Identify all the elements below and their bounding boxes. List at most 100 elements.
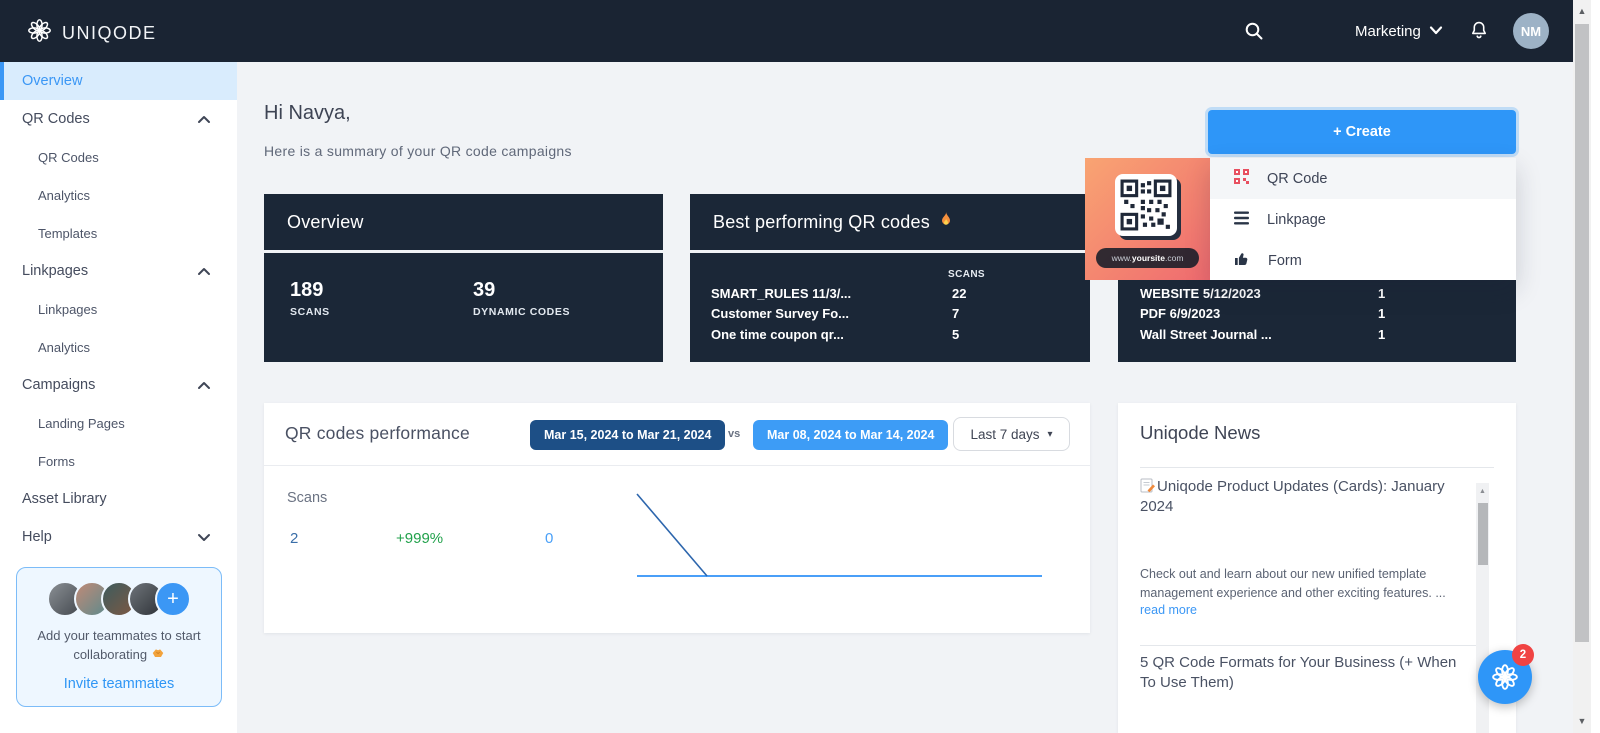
best-performing-card-header: Best performing QR codes — [690, 194, 1090, 250]
menu-item-label: Form — [1268, 252, 1302, 269]
read-more-link[interactable]: read more — [1140, 603, 1197, 617]
teammate-avatars: + — [17, 581, 221, 617]
workspace-name: Marketing — [1355, 22, 1421, 40]
uniqode-flower-icon — [1492, 664, 1518, 690]
chat-notification-badge: 2 — [1512, 644, 1534, 666]
form-icon — [1234, 251, 1250, 270]
sidebar-item-help[interactable]: Help — [0, 518, 237, 556]
sidebar-item-templates[interactable]: Templates — [0, 214, 237, 252]
sidebar-item-asset-library[interactable]: Asset Library — [0, 480, 237, 518]
chevron-up-icon — [197, 113, 211, 124]
sidebar-item-label: Forms — [38, 453, 75, 469]
sidebar-item-qr-analytics[interactable]: Analytics — [0, 176, 237, 214]
news-article-headline[interactable]: 5 QR Code Formats for Your Business (+ W… — [1140, 654, 1457, 691]
current-total: 2 — [290, 530, 299, 547]
range-selector-dropdown[interactable]: Last 7 days ▾ — [953, 417, 1070, 451]
performance-title: QR codes performance — [285, 423, 470, 443]
user-avatar[interactable]: NM — [1513, 13, 1549, 49]
metric-label: Scans — [287, 490, 328, 506]
news-article-excerpt: Check out and learn about our new unifie… — [1140, 567, 1446, 600]
qr-row-scans: 22 — [952, 286, 967, 301]
news-scrollbar-thumb[interactable] — [1477, 503, 1488, 565]
page-greeting: Hi Navya, — [264, 102, 351, 124]
change-percent: +999% — [396, 530, 444, 547]
create-button[interactable]: + Create — [1208, 110, 1516, 154]
qr-row-name: WEBSITE 5/12/2023 — [1140, 286, 1261, 301]
news-title: Uniqode News — [1140, 422, 1261, 443]
divider — [1140, 645, 1480, 646]
compare-date-range-pill[interactable]: Mar 08, 2024 to Mar 14, 2024 — [753, 420, 949, 450]
sidebar-item-label: QR Codes — [22, 111, 90, 127]
scroll-up-icon[interactable]: ▲ — [1479, 488, 1486, 495]
add-teammate-icon: + — [155, 581, 191, 617]
qr-preview-caption: www. yoursite .com — [1096, 248, 1199, 268]
sidebar-item-campaigns-group[interactable]: Campaigns — [0, 366, 237, 404]
qr-row-scans: 1 — [1378, 286, 1386, 301]
overview-card-body: 189 SCANS 39 DYNAMIC CODES — [264, 253, 663, 362]
sidebar-item-label: Linkpages — [38, 301, 98, 317]
create-dropdown-menu: QR Code Linkpage Form — [1210, 158, 1516, 280]
scroll-down-icon[interactable]: ▼ — [1577, 716, 1587, 726]
chevron-down-icon: ▾ — [1047, 428, 1053, 440]
sidebar-item-overview[interactable]: Overview — [0, 62, 237, 100]
bell-icon[interactable] — [1467, 19, 1491, 43]
sidebar-item-label: Templates — [38, 225, 98, 241]
page-scrollbar[interactable]: ▲ ▼ — [1573, 0, 1591, 733]
search-icon[interactable] — [1243, 20, 1265, 42]
chevron-up-icon — [197, 379, 211, 390]
menu-item-form[interactable]: Form — [1210, 240, 1516, 281]
sidebar-item-label: Campaigns — [22, 377, 96, 393]
sidebar-item-label: Analytics — [38, 339, 91, 355]
invite-message: Add your teammates to start collaboratin… — [37, 628, 201, 662]
scans-line-chart — [636, 493, 1042, 577]
brand-name: UNIQODE — [62, 22, 157, 43]
sidebar-item-linkpage-analytics[interactable]: Analytics — [0, 328, 237, 366]
sidebar-item-linkpages[interactable]: Linkpages — [0, 290, 237, 328]
dynamic-codes-stat: 39 DYNAMIC CODES — [473, 279, 570, 318]
sidebar-item-qr-codes[interactable]: QR Codes — [0, 138, 237, 176]
performance-body: Scans 2 +999% 0 — [264, 466, 1090, 632]
performance-header: QR codes performance Mar 15, 2024 to Mar… — [264, 403, 1090, 466]
qr-row-name: PDF 6/9/2023 — [1140, 306, 1221, 321]
previous-total: 0 — [545, 530, 554, 547]
sidebar-item-linkpages-group[interactable]: Linkpages — [0, 252, 237, 290]
qr-performance-panel: QR codes performance Mar 15, 2024 to Mar… — [264, 403, 1090, 633]
scans-stat: 189 SCANS — [290, 279, 330, 318]
qr-row-name: Wall Street Journal ... — [1140, 327, 1272, 342]
primary-date-range-pill[interactable]: Mar 15, 2024 to Mar 21, 2024 — [530, 420, 726, 450]
page-scrollbar-thumb[interactable] — [1575, 24, 1589, 642]
sidebar: Overview QR Codes QR Codes Analytics Tem… — [0, 62, 237, 733]
sidebar-item-qr-codes-group[interactable]: QR Codes — [0, 100, 237, 138]
sidebar-item-label: Overview — [22, 73, 83, 89]
news-article-headline[interactable]: Uniqode Product Updates (Cards): January… — [1140, 478, 1445, 515]
chevron-up-icon — [197, 265, 211, 276]
workspace-switcher[interactable]: Marketing — [1355, 0, 1443, 62]
qr-code-preview-image: www. yoursite .com — [1085, 158, 1210, 280]
sidebar-item-label: Help — [22, 529, 52, 545]
menu-item-label: QR Code — [1267, 170, 1328, 187]
sidebar-item-label: QR Codes — [38, 149, 99, 165]
vs-label: vs — [728, 428, 741, 440]
menu-item-linkpage[interactable]: Linkpage — [1210, 199, 1516, 240]
flame-icon — [938, 211, 954, 234]
menu-item-qr-code[interactable]: QR Code — [1210, 158, 1516, 199]
dynamic-codes-value: 39 — [473, 279, 496, 301]
linkpage-icon — [1234, 211, 1249, 229]
page-greeting-subtitle: Here is a summary of your QR code campai… — [264, 143, 572, 159]
handshake-icon — [151, 647, 165, 662]
sidebar-item-forms[interactable]: Forms — [0, 442, 237, 480]
qr-row-scans: 1 — [1378, 306, 1386, 321]
scroll-up-icon[interactable]: ▲ — [1577, 6, 1587, 16]
uniqode-news-panel: Uniqode News Uniqode Product Updates (Ca… — [1118, 403, 1516, 733]
qr-row-scans: 1 — [1378, 327, 1386, 342]
brand-logo[interactable]: UNIQODE — [26, 17, 157, 49]
sidebar-item-label: Linkpages — [22, 263, 89, 279]
divider — [1140, 467, 1494, 468]
sidebar-item-label: Landing Pages — [38, 415, 125, 431]
sidebar-item-label: Asset Library — [22, 491, 107, 507]
chevron-down-icon — [197, 531, 211, 542]
overview-card-title: Overview — [287, 211, 364, 232]
invite-teammates-button[interactable]: Invite teammates — [63, 675, 175, 692]
scans-column-header: SCANS — [948, 269, 986, 280]
sidebar-item-landing-pages[interactable]: Landing Pages — [0, 404, 237, 442]
